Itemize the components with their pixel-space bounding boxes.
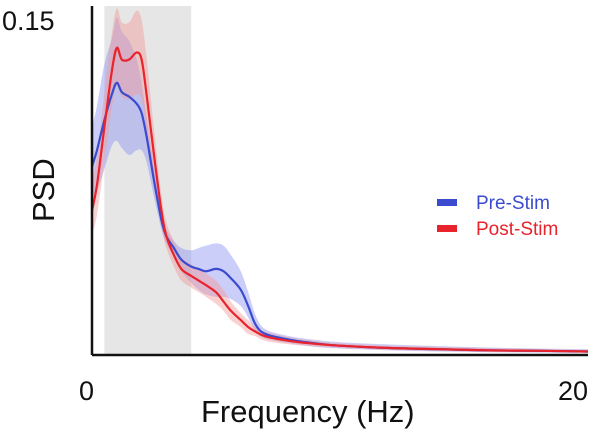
legend-swatch-pre-stim: [437, 199, 457, 206]
highlight-band: [104, 6, 192, 355]
series-lines: [90, 46, 589, 353]
line-post-stim: [90, 46, 589, 353]
band-post-stim: [92, 8, 588, 353]
y-axis-label: PSD: [26, 158, 61, 222]
legend-label-pre-stim: Pre-Stim: [476, 193, 550, 214]
x-tick-label-end: 20: [558, 376, 588, 406]
x-tick-label-start: 0: [79, 376, 94, 406]
y-tick-label-top: 0.15: [2, 6, 55, 36]
x-axis-label: Frequency (Hz): [201, 394, 415, 429]
legend: Pre-Stim Post-Stim: [437, 193, 558, 240]
legend-swatch-post-stim: [437, 225, 457, 232]
legend-label-post-stim: Post-Stim: [476, 219, 558, 240]
